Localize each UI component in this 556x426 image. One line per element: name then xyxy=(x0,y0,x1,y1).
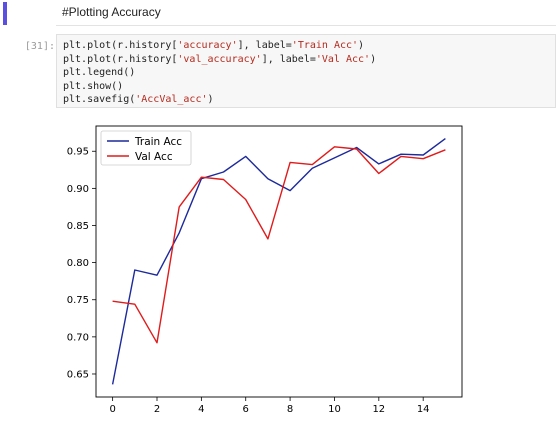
code-token: ) xyxy=(358,40,365,51)
y-tick-label: 0.75 xyxy=(67,295,89,306)
code-line: plt.plot(r.history['accuracy'], label='T… xyxy=(63,39,376,53)
code-line: plt.savefig('AccVal_acc') xyxy=(63,93,376,107)
code-token: plt.show() xyxy=(63,80,124,92)
x-tick-label: 0 xyxy=(109,404,115,415)
x-tick-label: 6 xyxy=(243,404,249,415)
y-tick-label: 0.65 xyxy=(67,369,89,380)
output-plot: 0.65 0.70 0.75 0.80 0.85 0.90 0.95 0 2 4 6 8 10 12 14 T… xyxy=(0,112,556,426)
code-token: plt.savefig( xyxy=(63,94,136,105)
code-line: plt.legend() xyxy=(63,66,376,80)
code-token: plt.plot(r.history[ xyxy=(63,40,178,51)
markdown-text: #Plotting Accuracy xyxy=(62,5,161,19)
code-line: plt.show() xyxy=(63,80,376,94)
x-tick-label: 12 xyxy=(372,404,385,415)
x-tick-label: 10 xyxy=(328,404,341,415)
y-tick-label: 0.80 xyxy=(67,258,89,269)
active-cell-indicator xyxy=(3,2,7,25)
code-editor[interactable]: plt.plot(r.history['accuracy'], label='T… xyxy=(63,39,376,107)
series-line-val-acc xyxy=(112,146,446,344)
series-line-train-acc xyxy=(111,138,446,385)
code-string: 'AccVal_acc' xyxy=(135,94,208,105)
x-tick-label: 2 xyxy=(154,404,160,415)
code-token: ], label= xyxy=(261,53,316,65)
x-tick-label: 8 xyxy=(287,404,293,415)
code-token: plt.plot(r.history[ xyxy=(63,53,178,65)
code-token: ) xyxy=(207,94,214,105)
x-tick-label: 4 xyxy=(198,404,204,415)
code-line: plt.plot(r.history['val_accuracy'], labe… xyxy=(63,53,376,67)
legend-label: Val Acc xyxy=(135,151,173,163)
y-tick-label: 0.95 xyxy=(67,147,89,158)
code-string: 'val_accuracy' xyxy=(177,53,262,65)
y-tick-label: 0.90 xyxy=(67,184,89,195)
code-token: ], label= xyxy=(237,40,292,51)
execution-prompt: [31]: xyxy=(24,41,55,52)
markdown-cell[interactable]: #Plotting Accuracy xyxy=(56,0,556,26)
accuracy-line-chart: 0.65 0.70 0.75 0.80 0.85 0.90 0.95 0 2 4 6 8 10 12 14 T… xyxy=(67,125,463,415)
y-tick-label: 0.70 xyxy=(67,332,89,343)
code-cell[interactable]: plt.plot(r.history['accuracy'], label='T… xyxy=(56,34,556,108)
y-tick-label: 0.85 xyxy=(67,221,89,232)
code-string: 'Train Acc' xyxy=(291,40,359,51)
legend-label: Train Acc xyxy=(134,136,182,148)
code-string: 'accuracy' xyxy=(177,40,238,51)
plot-frame xyxy=(95,125,463,398)
code-token: ) xyxy=(370,53,377,65)
code-token: plt.legend() xyxy=(63,67,136,78)
code-string: 'Val Acc' xyxy=(315,53,371,65)
x-tick-label: 14 xyxy=(417,404,430,415)
